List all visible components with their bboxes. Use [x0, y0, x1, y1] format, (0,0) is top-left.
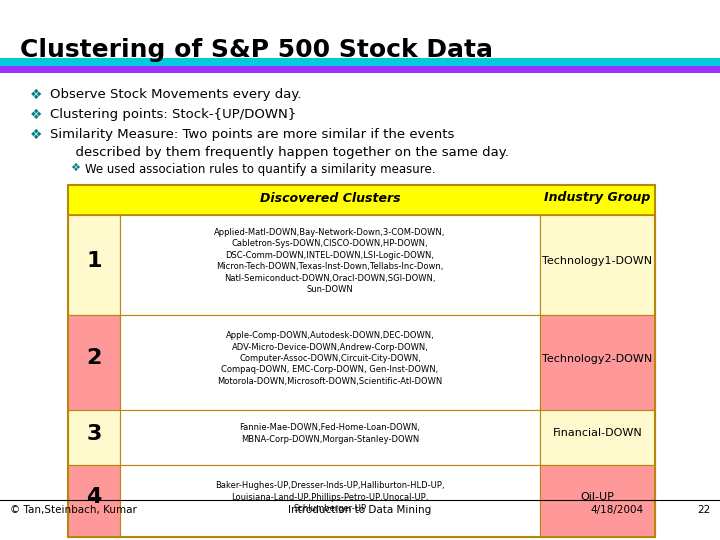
- Text: Oil-UP: Oil-UP: [580, 492, 614, 502]
- Bar: [540, 465, 655, 537]
- Text: 1: 1: [86, 251, 102, 271]
- Bar: [68, 215, 120, 315]
- Bar: [0, 58, 720, 66]
- Text: © Tan,Steinbach, Kumar: © Tan,Steinbach, Kumar: [10, 505, 137, 515]
- Text: 4: 4: [86, 487, 102, 507]
- Text: Discovered Clusters: Discovered Clusters: [260, 192, 400, 205]
- Text: ❖: ❖: [70, 163, 80, 173]
- Text: Technology2-DOWN: Technology2-DOWN: [542, 354, 652, 363]
- Text: Technology1-DOWN: Technology1-DOWN: [542, 256, 652, 266]
- Text: Clustering of S&P 500 Stock Data: Clustering of S&P 500 Stock Data: [20, 38, 493, 62]
- Text: Similarity Measure: Two points are more similar if the events
      described by: Similarity Measure: Two points are more …: [50, 128, 509, 159]
- Bar: [68, 465, 120, 537]
- Bar: [120, 215, 540, 315]
- Text: Fannie-Mae-DOWN,Fed-Home-Loan-DOWN,
MBNA-Corp-DOWN,Morgan-Stanley-DOWN: Fannie-Mae-DOWN,Fed-Home-Loan-DOWN, MBNA…: [240, 423, 420, 444]
- Bar: [68, 315, 120, 410]
- Text: Clustering points: Stock-{UP/DOWN}: Clustering points: Stock-{UP/DOWN}: [50, 108, 296, 121]
- Bar: [68, 410, 120, 465]
- Text: 2: 2: [86, 348, 102, 368]
- Text: ❖: ❖: [30, 128, 42, 142]
- Text: Financial-DOWN: Financial-DOWN: [553, 429, 642, 438]
- Text: Introduction to Data Mining: Introduction to Data Mining: [289, 505, 431, 515]
- Text: Baker-Hughes-UP,Dresser-Inds-UP,Halliburton-HLD-UP,
Louisiana-Land-UP,Phillips-P: Baker-Hughes-UP,Dresser-Inds-UP,Hallibur…: [215, 481, 445, 513]
- Bar: [120, 410, 540, 465]
- Bar: [540, 315, 655, 410]
- Text: ❖: ❖: [30, 88, 42, 102]
- Text: 3: 3: [86, 423, 102, 443]
- Bar: [540, 410, 655, 465]
- Text: Applied-Matl-DOWN,Bay-Network-Down,3-COM-DOWN,
Cabletron-Sys-DOWN,CISCO-DOWN,HP-: Applied-Matl-DOWN,Bay-Network-Down,3-COM…: [215, 228, 446, 294]
- Text: 22: 22: [697, 505, 710, 515]
- Bar: [68, 185, 655, 537]
- Text: 4/18/2004: 4/18/2004: [590, 505, 643, 515]
- Text: ❖: ❖: [30, 108, 42, 122]
- Bar: [540, 215, 655, 315]
- Text: Observe Stock Movements every day.: Observe Stock Movements every day.: [50, 88, 302, 101]
- Text: Apple-Comp-DOWN,Autodesk-DOWN,DEC-DOWN,
ADV-Micro-Device-DOWN,Andrew-Corp-DOWN,
: Apple-Comp-DOWN,Autodesk-DOWN,DEC-DOWN, …: [217, 331, 443, 386]
- Bar: [0, 66, 720, 73]
- Bar: [120, 315, 540, 410]
- Bar: [120, 465, 540, 537]
- Bar: [68, 185, 655, 215]
- Text: Industry Group: Industry Group: [544, 192, 651, 205]
- Text: We used association rules to quantify a similarity measure.: We used association rules to quantify a …: [85, 163, 436, 176]
